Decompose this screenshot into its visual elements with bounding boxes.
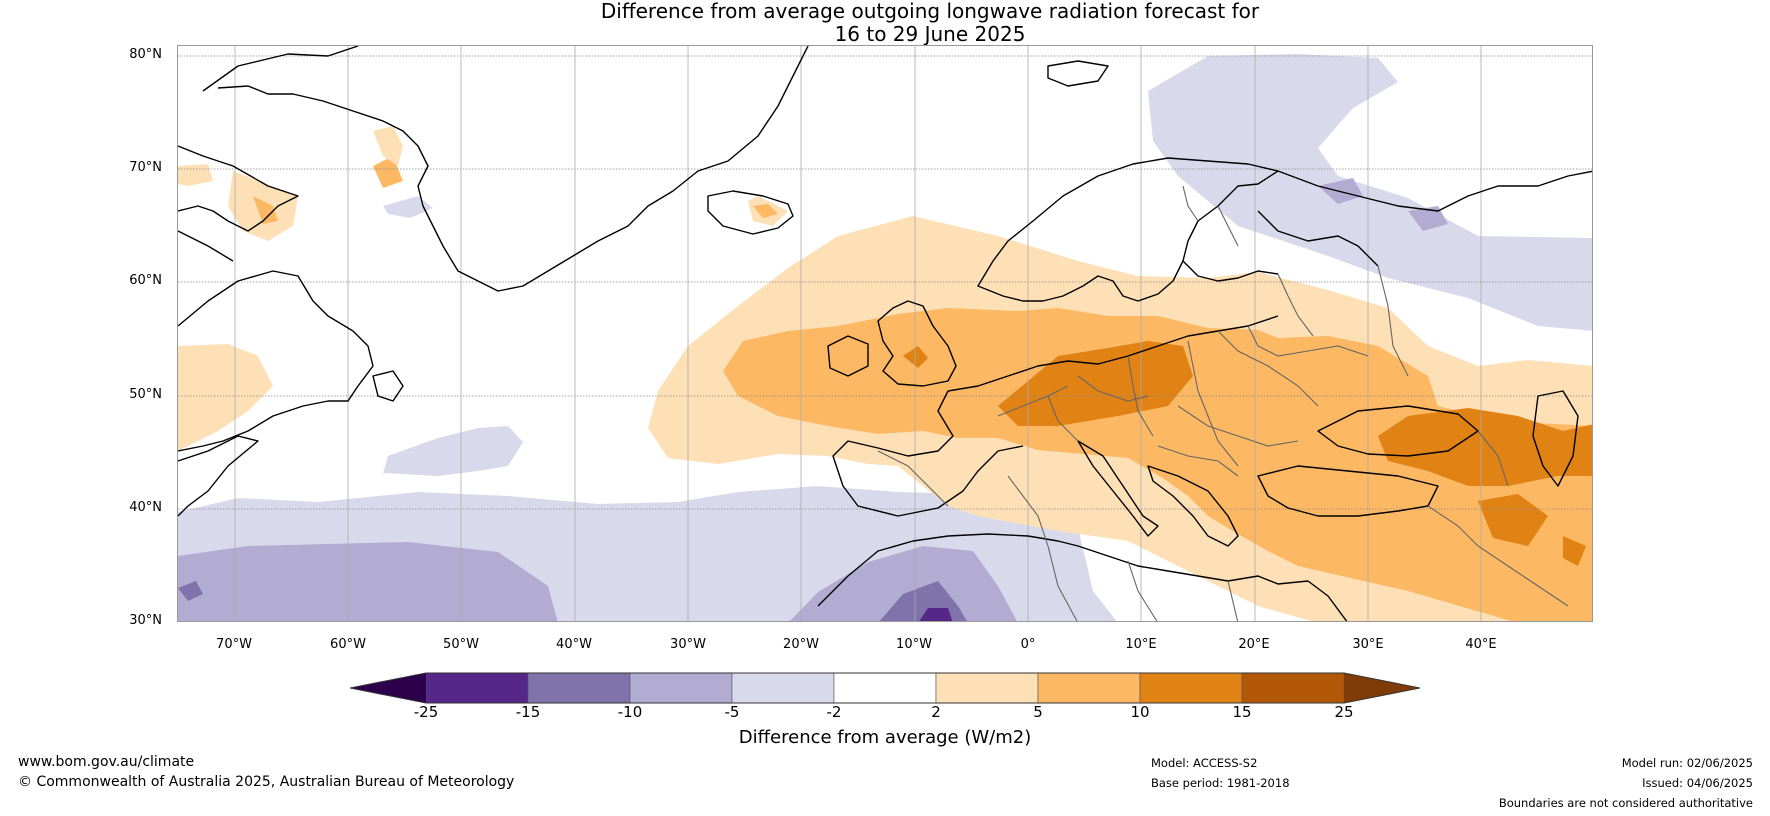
colorbar-segment [935, 672, 1039, 704]
colorbar [350, 672, 1420, 704]
title-line-1: Difference from average outgoing longwav… [600, 0, 1260, 23]
lat-label-70n: 70°N [129, 160, 162, 175]
lon-label-0: 0° [1020, 637, 1036, 652]
anomaly-map [177, 45, 1593, 622]
colorbar-tick: -5 [724, 703, 740, 721]
colorbar-segment [1037, 672, 1141, 704]
lat-label-50n: 50°N [129, 387, 162, 402]
map-svg [178, 46, 1592, 621]
colorbar-segment [1241, 672, 1345, 704]
colorbar-segments [425, 672, 1345, 704]
colorbar-tick: -15 [515, 703, 541, 721]
lon-label-10e: 10°E [1125, 637, 1157, 652]
issued-text: Issued: 04/06/2025 [1642, 776, 1753, 790]
lon-label-20e: 20°E [1238, 637, 1270, 652]
graticule [178, 46, 1592, 621]
colorbar-segment [629, 672, 733, 704]
colorbar-segment [731, 672, 835, 704]
lon-label-10w: 10°W [896, 637, 932, 652]
lat-label-80n: 80°N [129, 47, 162, 62]
lon-label-40e: 40°E [1465, 637, 1497, 652]
base-period-text: Base period: 1981-2018 [1151, 776, 1290, 790]
colorbar-outline [350, 672, 1420, 704]
country-borders [877, 185, 1569, 621]
lon-label-40w: 40°W [556, 637, 592, 652]
lon-label-30e: 30°E [1352, 637, 1384, 652]
colorbar-tick: 10 [1130, 703, 1150, 721]
lon-label-60w: 60°W [330, 637, 366, 652]
lat-label-30n: 30°N [129, 613, 162, 628]
chart-title: Difference from average outgoing longwav… [0, 0, 1770, 46]
colorbar-segment [833, 672, 937, 704]
colorbar-extend-high [1344, 673, 1420, 703]
colorbar-tick: -2 [826, 703, 842, 721]
colorbar-segment [527, 672, 631, 704]
colorbar-tick: 2 [931, 703, 941, 721]
lon-label-70w: 70°W [216, 637, 252, 652]
lon-label-20w: 20°W [783, 637, 819, 652]
colorbar-extend-low [350, 673, 426, 703]
model-text: Model: ACCESS-S2 [1151, 756, 1258, 770]
lat-label-40n: 40°N [129, 500, 162, 515]
disclaimer-text: Boundaries are not considered authoritat… [1498, 796, 1753, 810]
title-line-2: 16 to 29 June 2025 [834, 22, 1026, 46]
colorbar-tick: 5 [1033, 703, 1043, 721]
colorbar-tick: -10 [617, 703, 643, 721]
colorbar-tick: -25 [413, 703, 439, 721]
colorbar-tick: 15 [1232, 703, 1252, 721]
lat-label-60n: 60°N [129, 273, 162, 288]
colorbar-segment [1139, 672, 1243, 704]
colorbar-tick: 25 [1334, 703, 1354, 721]
positive-anomaly-fields [178, 126, 1592, 621]
lon-label-30w: 30°W [670, 637, 706, 652]
colorbar-label: Difference from average (W/m2) [738, 727, 1032, 748]
model-run-text: Model run: 02/06/2025 [1621, 756, 1753, 770]
negative-anomaly-fields [178, 54, 1592, 621]
copyright-text: © Commonwealth of Australia 2025, Austra… [18, 774, 515, 790]
lon-label-50w: 50°W [443, 637, 479, 652]
website-text: www.bom.gov.au/climate [18, 754, 195, 770]
colorbar-segment [425, 672, 529, 704]
